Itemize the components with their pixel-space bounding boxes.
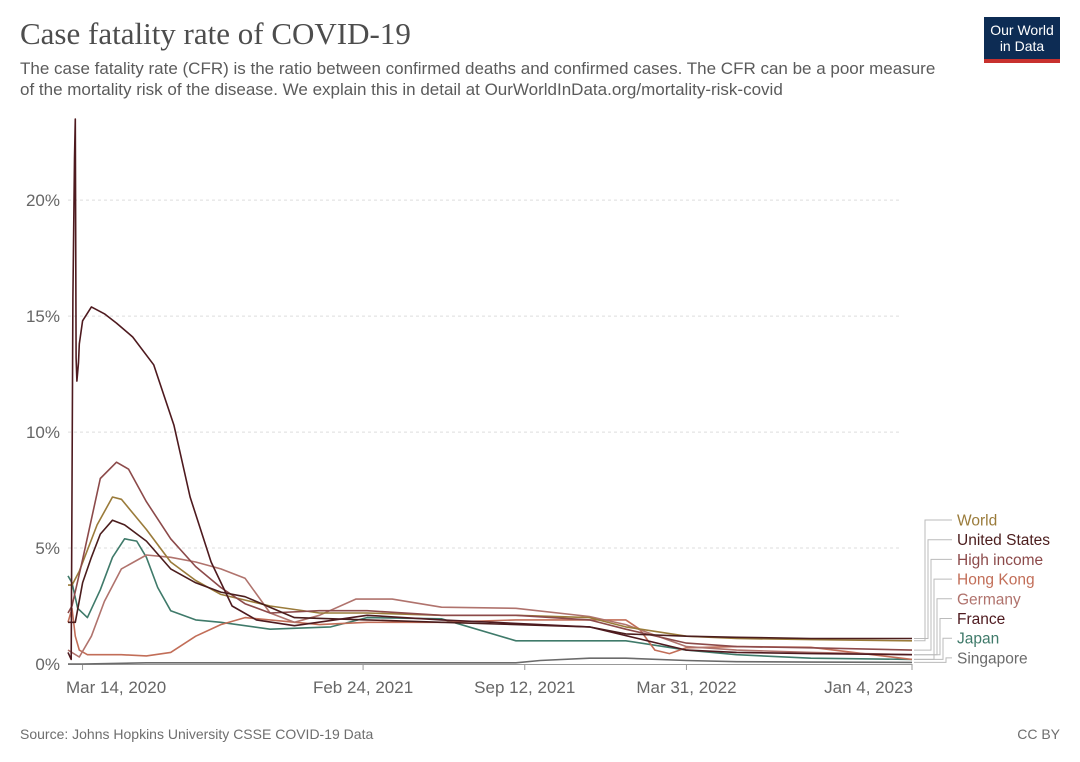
x-tick-label: Mar 14, 2020: [66, 678, 166, 697]
legend: World United States High income Hong Kong Ge…: [914, 513, 1050, 667]
y-tick-label: 15%: [26, 307, 60, 326]
legend-connector: [914, 657, 952, 663]
series-line-world[interactable]: [68, 496, 913, 642]
logo-line-1: Our World: [990, 22, 1054, 38]
owid-logo[interactable]: Our World in Data: [984, 17, 1060, 63]
legend-label-germany[interactable]: Germany: [957, 591, 1021, 608]
series-line-united-states[interactable]: [68, 519, 912, 640]
legend-connector: [914, 618, 952, 656]
chart-subtitle: The case fatality rate (CFR) is the rati…: [20, 59, 936, 99]
legend-connector: [914, 637, 952, 660]
series-line-japan[interactable]: [67, 537, 913, 661]
legend-connector: [914, 578, 952, 660]
legend-label-high-income[interactable]: High income: [957, 552, 1043, 569]
logo-line-2: in Data: [999, 38, 1045, 54]
x-tick-label: Mar 31, 2022: [636, 678, 736, 697]
legend-connector: [914, 519, 952, 642]
legend-label-united-states[interactable]: United States: [957, 532, 1050, 549]
series-line-hong-kong[interactable]: [67, 607, 913, 661]
y-tick-label: 0%: [35, 655, 60, 674]
grid-lines: [68, 199, 900, 549]
y-tick-label: 5%: [35, 539, 60, 558]
y-tick-label: 10%: [26, 423, 60, 442]
legend-label-singapore[interactable]: Singapore: [957, 650, 1028, 667]
legend-label-japan[interactable]: Japan: [957, 631, 999, 648]
x-tick-label: Sep 12, 2021: [474, 678, 575, 697]
license-link[interactable]: CC BY: [1017, 726, 1060, 742]
legend-connector: [914, 598, 952, 656]
series-line-france[interactable]: [67, 118, 913, 661]
series-line-singapore[interactable]: [68, 657, 913, 665]
y-tick-label: 20%: [26, 191, 60, 210]
y-axis: 0% 5% 10% 15% 20%: [26, 191, 60, 674]
legend-connector: [914, 539, 952, 639]
x-tick-label: Feb 24, 2021: [313, 678, 413, 697]
legend-label-france[interactable]: France: [957, 611, 1005, 628]
legend-label-hong-kong[interactable]: Hong Kong: [957, 572, 1035, 589]
chart-title: Case fatality rate of COVID-19: [20, 16, 411, 51]
x-tick-label: Jan 4, 2023: [824, 678, 913, 697]
x-axis: Mar 14, 2020 Feb 24, 2021 Sep 12, 2021 Mar …: [66, 664, 913, 697]
series-line-germany[interactable]: [67, 554, 913, 658]
series-lines: [67, 118, 913, 665]
legend-label-world[interactable]: World: [957, 513, 997, 530]
legend-connector: [914, 558, 952, 651]
source-note: Source: Johns Hopkins University CSSE CO…: [20, 726, 374, 742]
series-line-high-income[interactable]: [67, 461, 913, 651]
